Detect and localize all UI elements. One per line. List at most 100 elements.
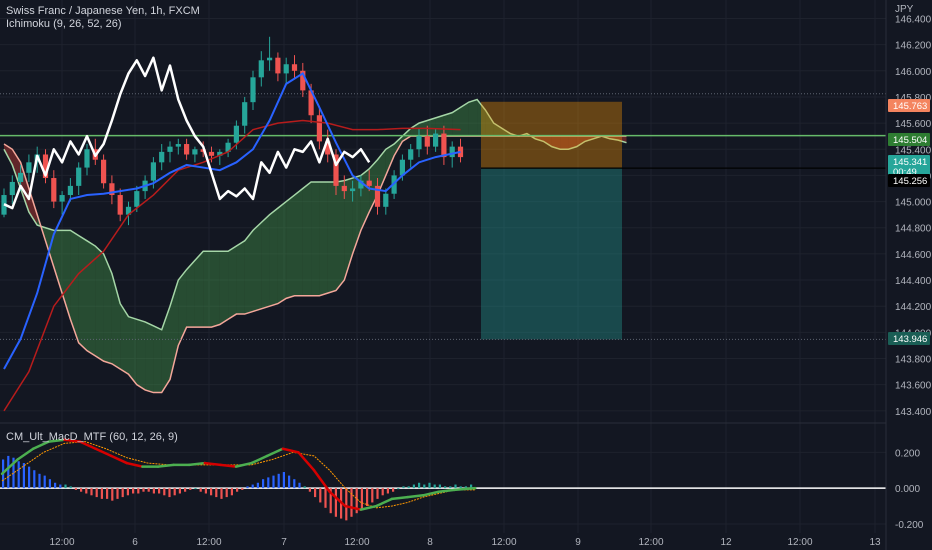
- price-badge-label: 145.256: [893, 176, 927, 187]
- macd-histogram-bar: [402, 486, 405, 489]
- macd-histogram-bar: [350, 488, 353, 517]
- price-tick-label: 144.800: [895, 224, 932, 235]
- price-tick-label: 145.800: [895, 93, 932, 104]
- cloud-segment: [53, 230, 63, 294]
- macd-histogram-bar: [267, 477, 270, 489]
- time-tick-label: 12:00: [787, 537, 812, 548]
- macd-line-segment: [78, 440, 97, 450]
- macd-histogram-bar: [412, 484, 415, 489]
- cloud-segment: [236, 240, 245, 315]
- candle-body: [383, 193, 389, 207]
- macd-panel[interactable]: 0.200 0.000 -0.200: [0, 438, 924, 531]
- macd-histogram-bar: [319, 488, 322, 503]
- macd-line-segment: [156, 463, 175, 468]
- candle-body: [167, 146, 173, 152]
- time-tick-label: 12:00: [49, 537, 74, 548]
- macd-line-segment: [406, 494, 425, 499]
- macd-histogram-bar: [189, 488, 192, 490]
- macd-histogram-bar: [298, 482, 301, 489]
- currency-label: JPY: [895, 4, 914, 15]
- macd-line-segment: [234, 461, 253, 468]
- candle-body: [424, 136, 430, 147]
- cloud-segment: [302, 181, 312, 296]
- ichimoku-legend[interactable]: Ichimoku (9, 26, 52, 26): [6, 18, 122, 30]
- candle-body: [333, 154, 339, 186]
- cloud-segment: [493, 123, 502, 137]
- macd-histogram-bar: [272, 475, 275, 489]
- price-tick-label: 144.600: [895, 250, 932, 261]
- macd-histogram-bar: [262, 479, 265, 489]
- macd-histogram-bar: [184, 488, 187, 492]
- cloud-segment: [253, 222, 262, 312]
- macd-histogram-bar: [360, 488, 363, 510]
- chikou-span-line: [3, 56, 371, 210]
- indicator-lines: [3, 56, 461, 412]
- cloud-segment: [294, 188, 303, 296]
- macd-histogram-bar: [100, 488, 103, 499]
- macd-histogram-bar: [225, 488, 228, 498]
- macd-legend[interactable]: CM_Ult_MacD_MTF (60, 12, 26, 9): [6, 431, 178, 443]
- candle-body: [358, 180, 364, 189]
- macd-histogram-bar: [376, 488, 379, 499]
- macd-histogram-bar: [147, 488, 150, 492]
- macd-histogram-bar: [59, 484, 62, 489]
- macd-histogram-bar: [251, 484, 254, 489]
- cloud-segment: [128, 316, 137, 385]
- macd-histogram-bar: [48, 479, 51, 489]
- cloud-segment: [618, 136, 627, 143]
- cloud-segment: [211, 251, 220, 328]
- macd-histogram-bar: [366, 488, 369, 507]
- price-tick-label: 143.400: [895, 407, 932, 418]
- macd-histogram-bar: [236, 488, 239, 492]
- macd-histogram-bar: [438, 484, 441, 489]
- cloud-segment: [228, 246, 237, 320]
- price-badge: [888, 174, 930, 187]
- candle-body: [416, 136, 422, 150]
- macd-histogram-bar: [163, 488, 166, 496]
- price-badge-label: 145.763: [893, 101, 927, 112]
- macd-histogram-bar: [95, 488, 98, 498]
- price-tick-label: 146.400: [895, 14, 932, 25]
- cloud-segment: [95, 246, 104, 362]
- cloud-segment: [161, 306, 170, 393]
- cloud-segment: [103, 253, 112, 364]
- macd-line-segment: [63, 438, 82, 443]
- cloud-segment: [485, 110, 494, 137]
- price-badge: [888, 133, 930, 146]
- macd-line-segment: [297, 451, 316, 472]
- macd-histogram-bar: [106, 488, 109, 499]
- macd-histogram-bar: [288, 475, 291, 489]
- cloud-segment: [336, 180, 345, 291]
- candle-body: [159, 151, 165, 163]
- macd-histogram-bar: [210, 488, 213, 496]
- macd-histogram-bar: [215, 488, 218, 498]
- price-badge: [888, 332, 930, 345]
- macd-signal-line: [1, 441, 476, 509]
- candle-body: [300, 70, 306, 91]
- cloud-segment: [468, 99, 478, 137]
- price-badge: [888, 155, 930, 168]
- candle-body: [242, 102, 248, 126]
- candle-body: [341, 185, 347, 192]
- macd-histogram-bar: [22, 463, 25, 489]
- candle-body: [175, 144, 181, 147]
- time-scale[interactable]: 12:00 6 12:00 7 12:00 8 12:00 9 12:00 12 12:00 13: [49, 537, 881, 548]
- macd-histogram-bar: [345, 488, 348, 521]
- macd-histogram-bar: [407, 486, 410, 489]
- macd-line-segment: [16, 447, 35, 461]
- cloud-segment: [311, 181, 320, 296]
- macd-histogram-bar: [241, 488, 244, 490]
- candle-body: [399, 159, 405, 176]
- chart-title[interactable]: Swiss Franc / Japanese Yen, 1h, FXCM: [6, 5, 200, 17]
- macd-histogram-bar: [132, 488, 135, 494]
- grid-lines: [0, 0, 886, 533]
- macd-histogram-bar: [12, 457, 15, 489]
- time-tick-label: 12:00: [196, 537, 221, 548]
- cloud-segment: [178, 269, 187, 346]
- cloud-segment: [244, 230, 253, 315]
- macd-histogram-bar: [459, 486, 462, 489]
- macd-histogram-bar: [277, 473, 280, 489]
